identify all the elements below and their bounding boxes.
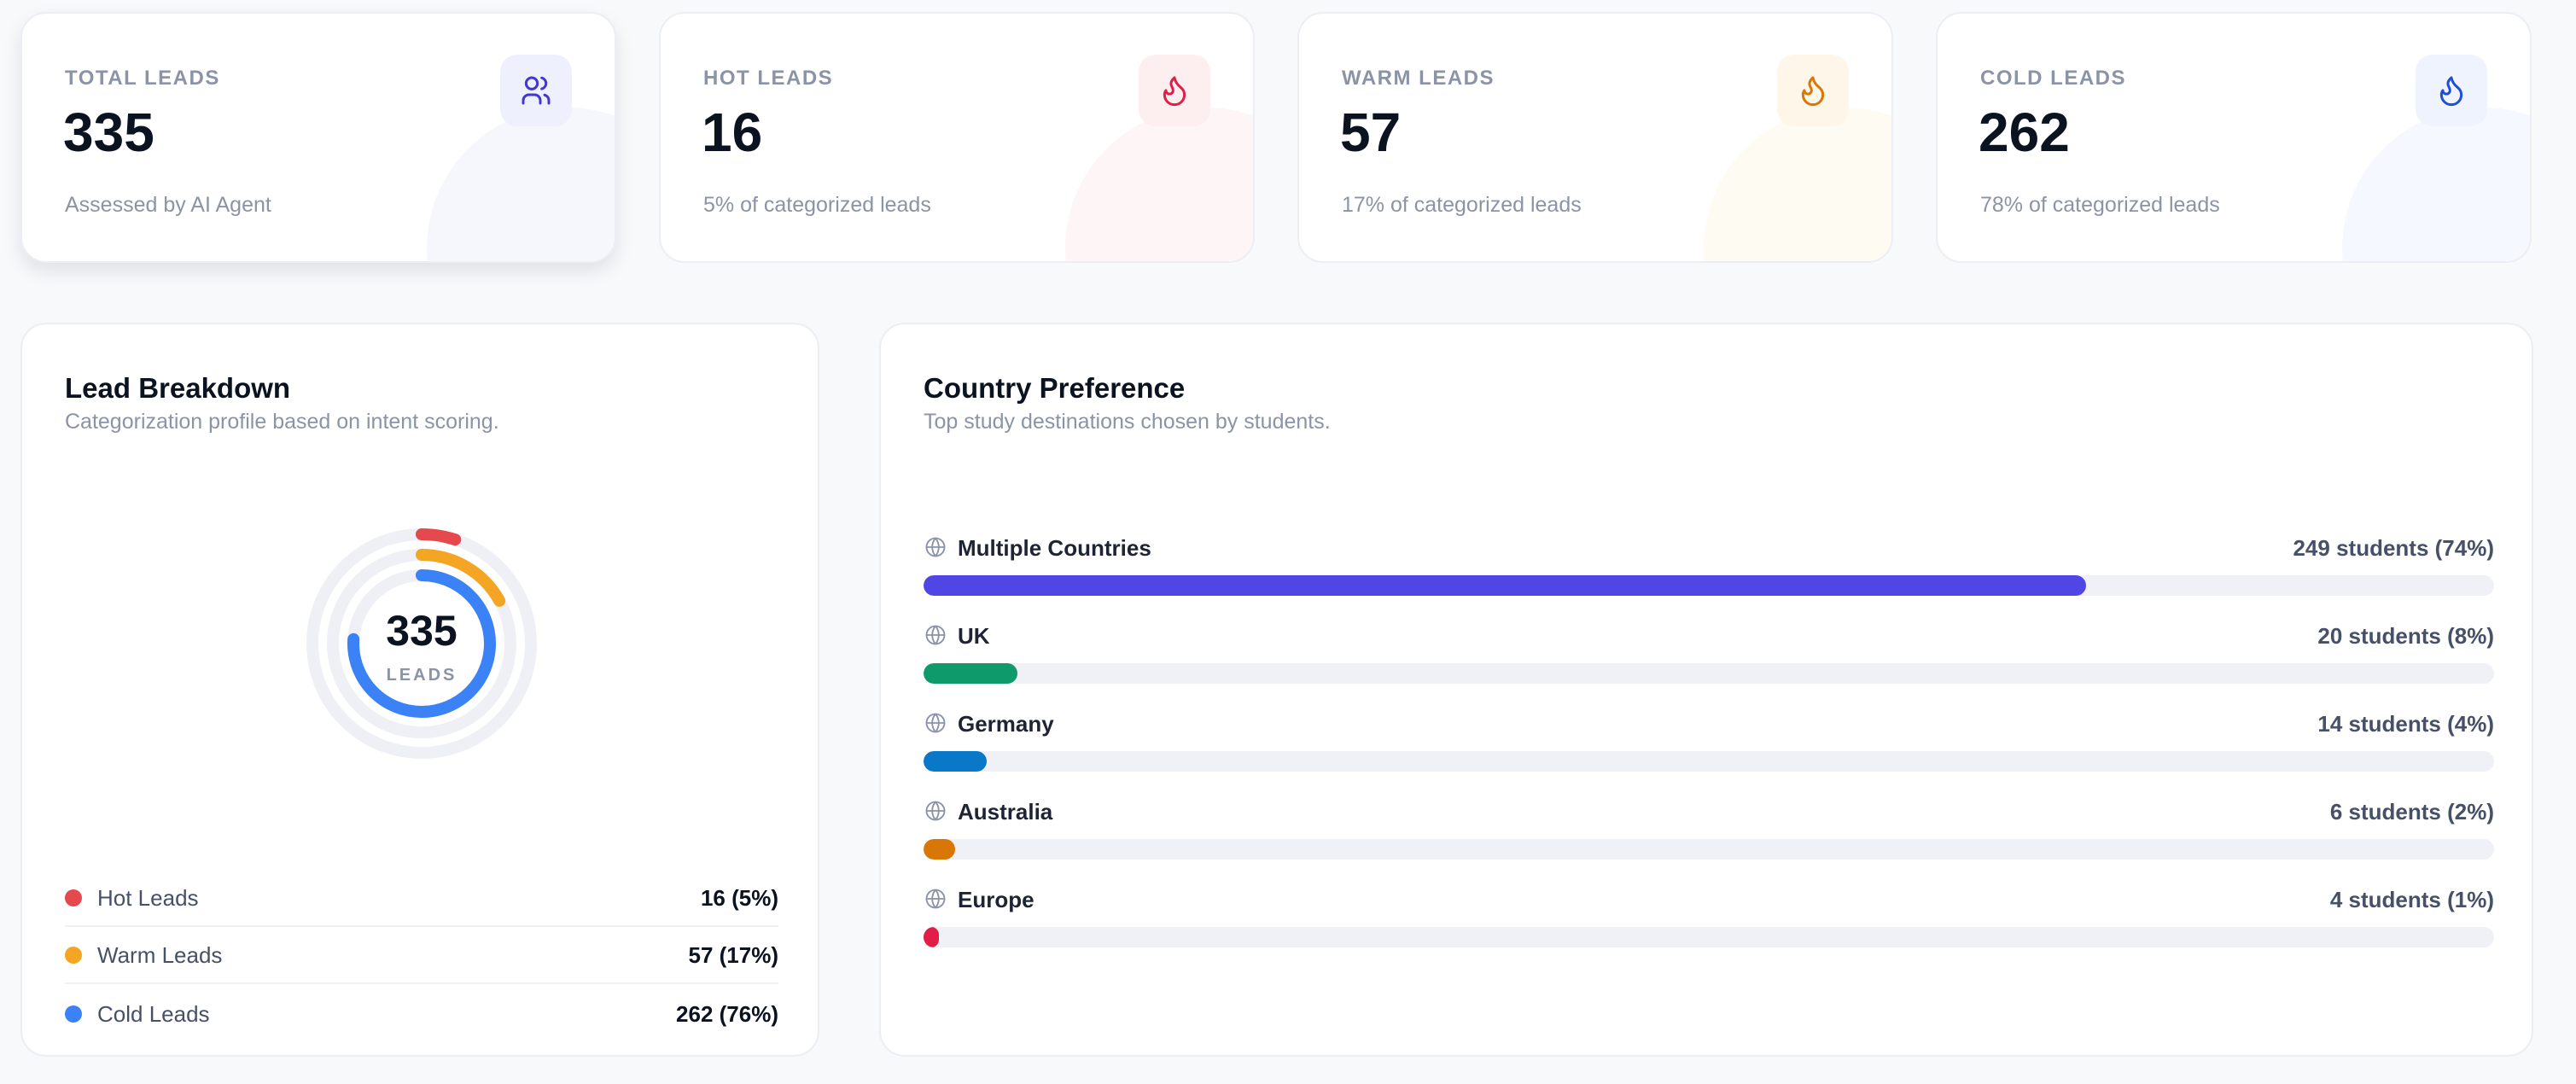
panel-subtitle: Top study destinations chosen by student… [924, 410, 1331, 434]
stat-card-hot-leads: HOT LEADS 16 5% of categorized leads [659, 12, 1255, 263]
country-value-label: 20 students (8%) [2317, 622, 2494, 649]
country-name: Australia [958, 798, 1053, 825]
legend-dot [65, 889, 82, 906]
legend-name: Hot Leads [97, 884, 199, 911]
country-name: Germany [958, 710, 1054, 737]
stat-label: HOT LEADS [703, 67, 834, 90]
country-row: Australia 6 students (2%) [924, 795, 2494, 871]
card-decoration [1704, 108, 1891, 261]
flame-icon [2416, 55, 2487, 126]
stat-value: 262 [1979, 102, 2070, 163]
panel-subtitle: Categorization profile based on intent s… [65, 410, 499, 434]
donut-arc-warm [327, 549, 516, 738]
bar-fill [924, 663, 1018, 684]
globe-icon [924, 711, 949, 737]
country-value-label: 249 students (74%) [2293, 534, 2494, 561]
stat-card-warm-leads: WARM LEADS 57 17% of categorized leads [1297, 12, 1893, 263]
stat-label: COLD LEADS [1980, 67, 2126, 90]
stat-subtitle: 78% of categorized leads [1980, 193, 2220, 217]
lead-donut-chart [22, 524, 821, 763]
country-row: Multiple Countries 249 students (74%) [924, 531, 2494, 608]
lead-breakdown-panel: Lead Breakdown Categorization profile ba… [20, 323, 819, 1057]
country-value-label: 14 students (4%) [2317, 710, 2494, 737]
legend-dot [65, 1005, 82, 1023]
stat-label: TOTAL LEADS [65, 67, 220, 90]
legend-value: 57 (17%) [688, 941, 779, 968]
stat-subtitle: 17% of categorized leads [1342, 193, 1582, 217]
bar-fill [924, 927, 940, 947]
bar-track [924, 839, 2494, 860]
stat-card-total-leads: TOTAL LEADS 335 Assessed by AI Agent [20, 12, 616, 263]
stat-label: WARM LEADS [1342, 67, 1495, 90]
flame-icon [1777, 55, 1849, 126]
bar-fill [924, 751, 987, 772]
country-name: UK [958, 622, 990, 649]
stat-card-cold-leads: COLD LEADS 262 78% of categorized leads [1936, 12, 2532, 263]
legend-dot [65, 947, 82, 964]
legend-value: 16 (5%) [700, 884, 778, 911]
country-row: Europe 4 students (1%) [924, 883, 2494, 959]
legend-name: Cold Leads [97, 1000, 210, 1027]
globe-icon [924, 623, 949, 649]
legend-item-warm: Warm Leads 57 (17%) [65, 928, 778, 984]
country-row: Germany 14 students (4%) [924, 707, 2494, 784]
country-preference-panel: Country Preference Top study destination… [879, 323, 2533, 1057]
country-row: UK 20 students (8%) [924, 619, 2494, 696]
globe-icon [924, 887, 949, 912]
donut-center-label: LEADS [386, 666, 458, 685]
globe-icon [924, 799, 949, 825]
card-decoration [1065, 108, 1253, 261]
stat-subtitle: Assessed by AI Agent [65, 193, 271, 217]
bar-track [924, 663, 2494, 684]
donut-arc-cold [347, 569, 496, 718]
bar-fill [924, 575, 2086, 596]
globe-icon [924, 535, 949, 561]
donut-center-value: 335 [386, 607, 458, 655]
country-value-label: 6 students (2%) [2329, 798, 2494, 825]
donut-arc-hot [306, 528, 537, 759]
legend-value: 262 (76%) [676, 1000, 778, 1027]
card-decoration [427, 108, 615, 261]
legend-item-hot: Hot Leads 16 (5%) [65, 871, 778, 927]
bar-fill [924, 839, 955, 860]
users-icon [500, 55, 572, 126]
legend-item-cold: Cold Leads 262 (76%) [65, 986, 778, 1042]
country-value-label: 4 students (1%) [2329, 886, 2494, 912]
bar-track [924, 575, 2494, 596]
card-decoration [2342, 108, 2530, 261]
legend-name: Warm Leads [97, 941, 223, 968]
panel-title: Lead Breakdown [65, 372, 291, 404]
bar-track [924, 927, 2494, 947]
bar-track [924, 751, 2494, 772]
panel-title: Country Preference [924, 372, 1186, 404]
country-name: Europe [958, 886, 1034, 912]
stat-subtitle: 5% of categorized leads [703, 193, 931, 217]
stat-value: 57 [1340, 102, 1402, 163]
flame-icon [1139, 55, 1210, 126]
stat-value: 335 [63, 102, 154, 163]
stat-value: 16 [702, 102, 763, 163]
country-name: Multiple Countries [958, 534, 1151, 561]
